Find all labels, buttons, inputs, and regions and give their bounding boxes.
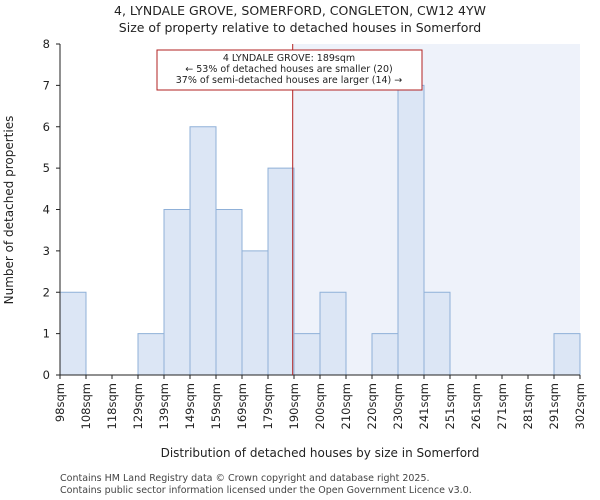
y-tick-label: 8 <box>43 37 50 51</box>
x-tick-label: 149sqm <box>183 383 197 429</box>
y-tick-label: 3 <box>43 244 50 258</box>
x-tick-label: 118sqm <box>105 383 119 429</box>
x-tick-label: 241sqm <box>417 383 431 429</box>
annotation-line-2: ← 53% of detached houses are smaller (20… <box>185 64 392 75</box>
x-tick-label: 169sqm <box>235 383 249 429</box>
bar-200sqm <box>319 291 347 376</box>
bar-169sqm <box>241 250 269 376</box>
bar-291sqm <box>553 333 581 376</box>
annotation-line-1: 4 LYNDALE GROVE: 189sqm <box>223 53 355 64</box>
footer-licence: Contains public sector information licen… <box>60 485 472 496</box>
x-tick-label: 210sqm <box>339 383 353 429</box>
x-tick-label: 129sqm <box>131 383 145 429</box>
y-tick-label: 4 <box>43 203 50 217</box>
x-tick-label: 139sqm <box>157 383 171 429</box>
annotation-box <box>156 49 423 91</box>
y-tick-label: 1 <box>43 327 50 341</box>
y-tick-label: 2 <box>43 285 50 299</box>
bar-159sqm <box>215 209 243 376</box>
bar-190sqm <box>293 333 321 376</box>
bar-98sqm <box>59 291 87 376</box>
annotation-line-3: 37% of semi-detached houses are larger (… <box>176 75 403 86</box>
chart-title: 4, LYNDALE GROVE, SOMERFORD, CONGLETON, … <box>114 3 486 18</box>
footer-copyright: Contains HM Land Registry data © Crown c… <box>60 473 430 484</box>
bar-149sqm <box>189 126 217 376</box>
x-tick-label: 302sqm <box>573 383 587 429</box>
x-tick-label: 261sqm <box>469 383 483 429</box>
x-axis-label: Distribution of detached houses by size … <box>161 446 480 460</box>
bar-220sqm <box>371 333 399 376</box>
y-tick-label: 6 <box>43 120 50 134</box>
x-tick-label: 98sqm <box>53 383 67 422</box>
bars-layer <box>59 84 581 376</box>
x-tick-label: 179sqm <box>261 383 275 429</box>
bar-129sqm <box>137 333 165 376</box>
x-tick-label: 200sqm <box>313 383 327 429</box>
chart-subtitle: Size of property relative to detached ho… <box>119 20 481 35</box>
y-axis-label: Number of detached properties <box>2 116 16 305</box>
x-tick-label: 190sqm <box>287 383 301 429</box>
x-tick-label: 230sqm <box>391 383 405 429</box>
bar-230sqm <box>397 84 425 376</box>
bar-241sqm <box>423 291 451 376</box>
x-tick-label: 291sqm <box>547 383 561 429</box>
x-tick-label: 281sqm <box>521 383 535 429</box>
ticks-layer: 0 1 2 3 4 5 6 7 8 98sqm 108sqm 118sqm 129sqm 139sqm 14… <box>43 37 587 429</box>
bar-179sqm <box>267 167 295 376</box>
bar-139sqm <box>163 209 191 376</box>
x-tick-label: 271sqm <box>495 383 509 429</box>
x-tick-label: 159sqm <box>209 383 223 429</box>
x-tick-label: 108sqm <box>79 383 93 429</box>
x-tick-label: 220sqm <box>365 383 379 429</box>
y-tick-label: 5 <box>43 161 50 175</box>
y-tick-label: 7 <box>43 78 50 92</box>
y-tick-label: 0 <box>43 368 50 382</box>
x-tick-label: 251sqm <box>443 383 457 429</box>
